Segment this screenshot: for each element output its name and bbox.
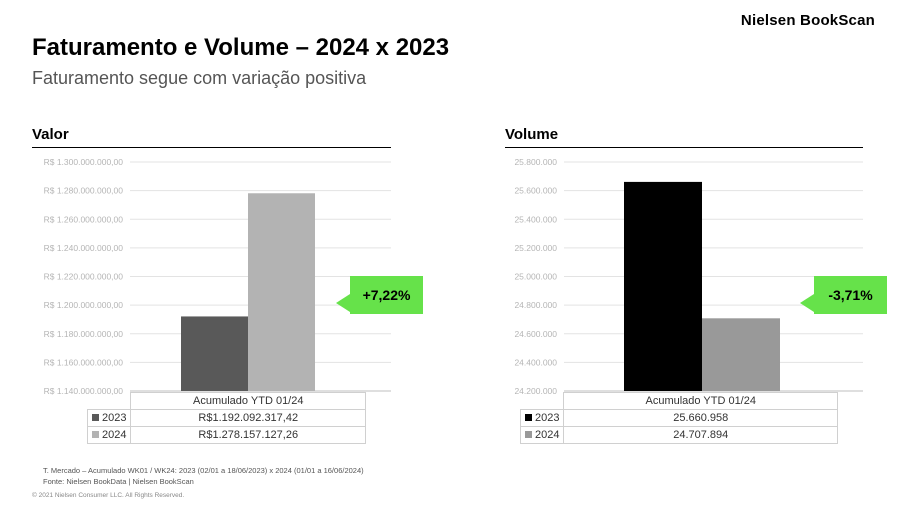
volume-2023-value: 25.660.958 <box>563 409 838 427</box>
footnote-source: Fonte: Nielsen BookData | Nielsen BookSc… <box>43 477 194 486</box>
copyright-notice: © 2021 Nielsen Consumer LLC. All Rights … <box>32 492 185 499</box>
valor-change-badge: +7,22% <box>350 276 423 314</box>
volume-change-badge: -3,71% <box>814 276 887 314</box>
volume-data-table: Acumulado YTD 01/24 2023 25.660.958 2024… <box>519 392 838 444</box>
brand-logo: Nielsen BookScan <box>740 12 875 29</box>
legend-swatch-2024 <box>92 431 99 438</box>
valor-title-rule <box>32 147 391 148</box>
valor-badge-tail <box>336 294 350 312</box>
valor-category-label: Acumulado YTD 01/24 <box>130 392 366 410</box>
valor-y-tick-label: R$ 1.260.000.000,00 <box>44 214 124 224</box>
valor-y-tick-label: R$ 1.140.000.000,00 <box>44 386 124 395</box>
valor-chart: R$ 1.140.000.000,00 R$ 1.160.000.000,00 R$… <box>44 157 391 395</box>
valor-y-tick-label: R$ 1.240.000.000,00 <box>44 243 124 253</box>
volume-y-tick-label: 25.000.000 <box>514 272 557 282</box>
volume-bar-2024 <box>702 318 780 391</box>
valor-y-tick-label: R$ 1.200.000.000,00 <box>44 300 124 310</box>
valor-y-tick-label: R$ 1.180.000.000,00 <box>44 329 124 339</box>
legend-entry-2023: 2023 <box>519 409 565 427</box>
valor-2024-value: R$1.278.157.127,26 <box>130 426 366 444</box>
volume-chart: 24.200.000 24.400.000 24.600.000 24.800.000… <box>514 157 863 395</box>
valor-table-header-row: Acumulado YTD 01/24 <box>87 392 366 410</box>
volume-y-tick-label: 25.800.000 <box>514 157 557 167</box>
volume-table-row-2023: 2023 25.660.958 <box>519 409 838 427</box>
volume-table-row-2024: 2024 24.707.894 <box>519 426 838 444</box>
valor-y-tick-label: R$ 1.300.000.000,00 <box>44 157 124 167</box>
volume-category-label: Acumulado YTD 01/24 <box>563 392 838 410</box>
valor-bar-2024 <box>248 193 315 391</box>
valor-bar-2023 <box>181 316 248 391</box>
volume-y-tick-label: 24.400.000 <box>514 357 557 367</box>
volume-title-rule <box>505 147 863 148</box>
volume-y-tick-label: 24.600.000 <box>514 329 557 339</box>
valor-y-tick-label: R$ 1.160.000.000,00 <box>44 357 124 367</box>
valor-data-table: Acumulado YTD 01/24 2023 R$1.192.092.317… <box>86 392 366 444</box>
valor-chart-title: Valor <box>32 126 69 143</box>
page-subtitle: Faturamento segue com variação positiva <box>32 68 367 88</box>
volume-y-tick-label: 25.200.000 <box>514 243 557 253</box>
volume-table-header-row: Acumulado YTD 01/24 <box>520 392 838 410</box>
valor-y-tick-label: R$ 1.220.000.000,00 <box>44 272 124 282</box>
volume-badge-tail <box>800 294 814 312</box>
valor-y-tick-label: R$ 1.280.000.000,00 <box>44 186 124 196</box>
volume-y-tick-label: 24.800.000 <box>514 300 557 310</box>
volume-y-tick-label: 24.200.000 <box>514 386 557 395</box>
legend-swatch-2023 <box>92 414 99 421</box>
legend-swatch-2023 <box>525 414 532 421</box>
footnote-period: T. Mercado – Acumulado WK01 / WK24: 2023… <box>43 466 364 475</box>
volume-chart-title: Volume <box>505 126 559 143</box>
volume-bar-2023 <box>624 181 702 391</box>
valor-table-row-2023: 2023 R$1.192.092.317,42 <box>86 409 366 427</box>
legend-entry-2024: 2024 <box>86 426 132 444</box>
volume-2024-value: 24.707.894 <box>563 426 838 444</box>
page-title: Faturamento e Volume – 2024 x 2023 <box>32 34 450 61</box>
volume-y-tick-label: 25.600.000 <box>514 186 557 196</box>
volume-y-tick-label: 25.400.000 <box>514 214 557 224</box>
legend-entry-2023: 2023 <box>86 409 132 427</box>
valor-table-row-2024: 2024 R$1.278.157.127,26 <box>86 426 366 444</box>
legend-entry-2024: 2024 <box>519 426 565 444</box>
valor-2023-value: R$1.192.092.317,42 <box>130 409 366 427</box>
legend-swatch-2024 <box>525 431 532 438</box>
